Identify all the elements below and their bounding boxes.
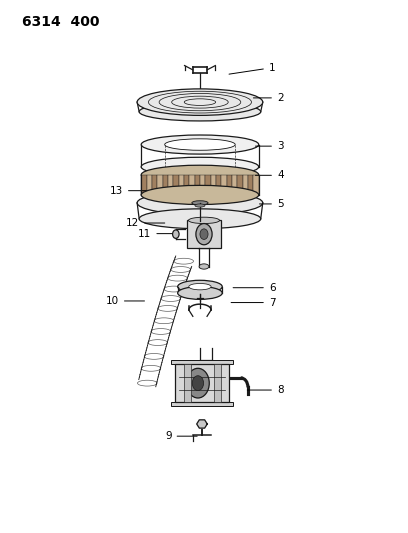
Bar bbox=[179, 175, 184, 195]
Text: 8: 8 bbox=[247, 385, 284, 395]
Bar bbox=[171, 402, 233, 407]
Circle shape bbox=[192, 376, 204, 391]
Bar bbox=[205, 175, 211, 195]
Bar bbox=[237, 175, 243, 195]
Bar bbox=[211, 175, 216, 195]
Bar bbox=[171, 360, 233, 364]
Ellipse shape bbox=[189, 284, 211, 290]
Ellipse shape bbox=[165, 139, 235, 150]
Text: 9: 9 bbox=[165, 431, 197, 441]
Text: 11: 11 bbox=[138, 229, 177, 239]
Text: 2: 2 bbox=[253, 93, 284, 103]
Bar bbox=[173, 175, 179, 195]
Bar bbox=[214, 364, 221, 402]
Ellipse shape bbox=[199, 264, 209, 269]
Ellipse shape bbox=[139, 102, 261, 121]
Ellipse shape bbox=[141, 165, 259, 184]
Bar bbox=[168, 175, 173, 195]
Bar bbox=[162, 175, 168, 195]
Ellipse shape bbox=[192, 201, 208, 205]
Circle shape bbox=[186, 368, 209, 398]
Ellipse shape bbox=[141, 185, 259, 205]
Ellipse shape bbox=[137, 89, 263, 115]
Bar bbox=[175, 364, 229, 402]
Bar bbox=[232, 175, 237, 195]
Circle shape bbox=[200, 229, 208, 239]
Text: 10: 10 bbox=[106, 296, 144, 306]
Bar bbox=[253, 175, 259, 195]
Bar bbox=[243, 175, 248, 195]
Bar bbox=[221, 175, 227, 195]
Text: 12: 12 bbox=[126, 218, 165, 228]
Ellipse shape bbox=[188, 217, 220, 223]
Ellipse shape bbox=[141, 157, 259, 176]
Circle shape bbox=[173, 230, 179, 238]
Bar bbox=[200, 175, 205, 195]
Bar bbox=[152, 175, 157, 195]
Bar bbox=[189, 175, 195, 195]
Bar bbox=[195, 175, 200, 195]
Bar bbox=[248, 175, 253, 195]
Text: 1: 1 bbox=[229, 63, 275, 74]
Text: 4: 4 bbox=[255, 171, 284, 180]
Bar bbox=[141, 175, 146, 195]
Ellipse shape bbox=[177, 287, 222, 300]
Bar bbox=[187, 220, 221, 248]
Bar bbox=[146, 175, 152, 195]
Polygon shape bbox=[197, 420, 207, 428]
Ellipse shape bbox=[141, 135, 259, 154]
Text: 6: 6 bbox=[233, 282, 275, 293]
Text: 7: 7 bbox=[231, 297, 275, 308]
Ellipse shape bbox=[139, 209, 261, 229]
Text: 6314  400: 6314 400 bbox=[22, 14, 99, 29]
Ellipse shape bbox=[195, 204, 205, 207]
Bar bbox=[184, 175, 189, 195]
Text: 13: 13 bbox=[110, 185, 149, 196]
Bar bbox=[184, 364, 191, 402]
Text: 3: 3 bbox=[255, 141, 284, 151]
Text: 5: 5 bbox=[259, 199, 284, 209]
Bar bbox=[227, 175, 232, 195]
Ellipse shape bbox=[137, 191, 263, 215]
Ellipse shape bbox=[177, 280, 222, 293]
Bar bbox=[157, 175, 162, 195]
Circle shape bbox=[196, 223, 212, 245]
Bar bbox=[216, 175, 221, 195]
